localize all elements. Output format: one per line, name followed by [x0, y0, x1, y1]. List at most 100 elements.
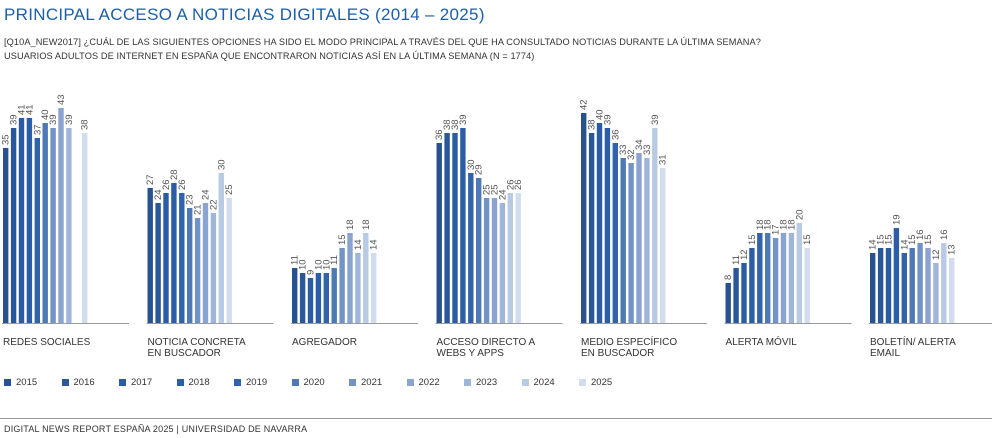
bar — [925, 248, 931, 323]
bar — [147, 188, 153, 323]
bar — [58, 108, 64, 323]
bar — [210, 213, 217, 323]
data-label: 14 — [353, 239, 364, 250]
bar — [155, 203, 161, 323]
chart-legend: 2015 2016 2017 2018 2019 2020 2021 2022 2023 2024… — [4, 377, 637, 388]
data-label: 9 — [306, 270, 317, 275]
bar — [347, 233, 353, 323]
legend-item: 2015 — [4, 377, 62, 388]
legend-item: 2024 — [521, 377, 580, 388]
bar — [870, 253, 876, 323]
data-label: 36 — [610, 129, 621, 140]
category-label: WEBS Y APPS — [437, 348, 505, 359]
legend-label: 2016 — [73, 377, 95, 388]
legend-item: 2016 — [61, 377, 120, 388]
bar — [636, 153, 642, 323]
bar — [26, 118, 33, 323]
legend-item: 2019 — [234, 377, 292, 388]
bar — [628, 163, 634, 323]
bar — [315, 273, 322, 323]
bar — [355, 253, 361, 323]
bar — [460, 128, 466, 323]
bar — [804, 248, 810, 323]
data-label: 24 — [153, 189, 164, 200]
bar — [194, 218, 201, 323]
data-label: 16 — [939, 229, 950, 240]
data-label: 38 — [80, 119, 91, 130]
data-label: 39 — [9, 114, 20, 125]
bar — [34, 138, 40, 323]
legend-item: 2023 — [464, 377, 522, 388]
bar — [733, 268, 739, 323]
bar — [941, 243, 947, 323]
data-label: 14 — [369, 239, 380, 250]
bar — [893, 228, 900, 323]
category-label: AGREGADOR — [292, 337, 357, 348]
data-label: 24 — [497, 189, 508, 200]
data-label: 13 — [947, 244, 958, 255]
bar — [187, 208, 193, 323]
category-label: BOLETÍN/ ALERTA — [870, 335, 956, 348]
bar — [757, 233, 763, 323]
bar — [436, 143, 442, 323]
bar — [515, 193, 521, 323]
bar — [644, 158, 650, 323]
data-label: 40 — [40, 109, 51, 120]
legend-label: 2021 — [361, 377, 383, 388]
data-label: 36 — [434, 129, 445, 140]
bar — [371, 253, 377, 323]
data-label: 41 — [24, 104, 35, 115]
data-label: 38 — [587, 119, 598, 130]
legend-item: 2017 — [119, 377, 177, 388]
legend-label: 2022 — [418, 377, 440, 388]
bar — [50, 128, 56, 323]
legend-swatch — [4, 379, 11, 386]
data-label: 43 — [56, 94, 67, 105]
bar — [339, 248, 345, 323]
data-label: 25 — [224, 184, 235, 195]
bar — [179, 193, 185, 323]
bar — [226, 198, 232, 323]
legend-swatch — [579, 379, 586, 386]
data-label: 38 — [442, 119, 453, 130]
data-label: 40 — [595, 109, 606, 120]
data-label: 27 — [145, 174, 156, 185]
data-label: 11 — [329, 255, 340, 265]
bar — [331, 268, 337, 323]
chart-subtitle-sample: USUARIOS ADULTOS DE INTERNET EN ESPAÑA Q… — [4, 51, 535, 61]
bar — [82, 133, 88, 323]
legend-label: 2017 — [131, 377, 153, 388]
bar — [588, 133, 595, 323]
data-label: 32 — [626, 149, 637, 160]
category-label: EN BUSCADOR — [581, 348, 654, 359]
bar — [725, 283, 731, 323]
data-label: 26 — [505, 179, 516, 190]
bar — [604, 128, 611, 323]
data-label: 17 — [771, 224, 782, 235]
category-label: MEDIO ESPECÍFICO — [581, 335, 677, 348]
bar — [171, 183, 177, 323]
legend-swatch — [521, 379, 529, 386]
legend-label: 2019 — [246, 377, 268, 388]
legend-swatch — [406, 379, 414, 386]
data-label: 18 — [763, 219, 774, 230]
data-label: 30 — [216, 159, 227, 170]
bar — [507, 193, 513, 323]
data-label: 15 — [884, 234, 895, 245]
category-label: ALERTA MÓVIL — [726, 335, 798, 348]
data-label: 25 — [482, 184, 493, 195]
bar — [917, 243, 923, 323]
data-label: 14 — [868, 239, 879, 250]
data-label: 19 — [891, 214, 902, 225]
bar — [765, 233, 771, 323]
bar — [218, 173, 224, 323]
category-label: EN BUSCADOR — [148, 348, 221, 359]
bar — [885, 248, 892, 323]
bar — [877, 248, 884, 323]
data-label: 42 — [579, 99, 590, 110]
bar — [499, 203, 506, 323]
bar — [66, 128, 72, 323]
data-label: 15 — [747, 234, 758, 245]
bar — [620, 158, 626, 323]
